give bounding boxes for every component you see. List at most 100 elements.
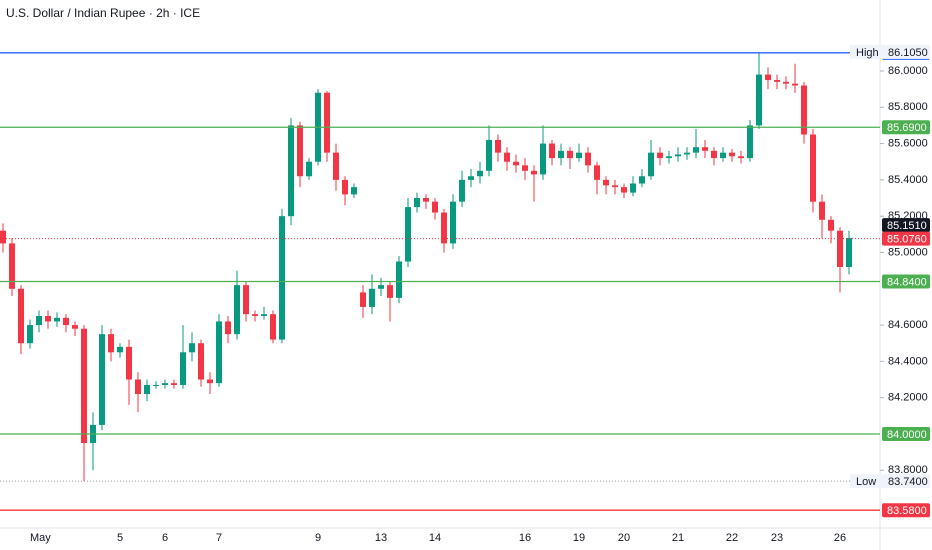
candle-body <box>45 316 51 322</box>
candle-body <box>171 383 177 385</box>
price-tag-label: 84.0000 <box>887 429 927 441</box>
candle-body <box>639 176 645 184</box>
x-tick-label: 7 <box>216 532 222 544</box>
y-tick-label: 84.6000 <box>888 319 928 331</box>
candle-body <box>702 147 708 151</box>
y-tick-label: 85.0000 <box>888 246 928 258</box>
candle-body <box>18 288 24 344</box>
candle-body <box>378 285 384 289</box>
y-tick-label: 85.8000 <box>888 101 928 113</box>
candle-body <box>252 314 258 317</box>
x-tick-label: 6 <box>162 532 168 544</box>
y-tick-label: 85.4000 <box>888 174 928 186</box>
candle-body <box>531 170 537 175</box>
candle-body <box>810 134 816 202</box>
candle-body <box>198 343 204 380</box>
candle-body <box>549 143 555 159</box>
candle-body <box>621 187 627 193</box>
marker-value: 86.1050 <box>888 47 928 59</box>
x-tick-label: 19 <box>573 532 585 544</box>
candle-body <box>36 316 42 326</box>
candle-body <box>369 288 375 307</box>
candle-body <box>783 81 789 84</box>
candle-body <box>63 317 69 326</box>
y-tick-label: 84.4000 <box>888 355 928 367</box>
x-tick-label: 20 <box>618 532 630 544</box>
marker-value: 83.7400 <box>888 476 928 488</box>
chart-title: U.S. Dollar / Indian Rupee · 2h · ICE <box>6 6 200 20</box>
candle-body <box>504 152 510 162</box>
candle-body <box>567 150 573 159</box>
candle-body <box>342 179 348 195</box>
candle-body <box>81 328 87 444</box>
x-tick-label: 22 <box>726 532 738 544</box>
candle-body <box>612 185 618 188</box>
price-tag-label: 85.1510 <box>887 220 927 232</box>
candle-body <box>396 261 402 298</box>
candle-body <box>306 161 312 177</box>
y-tick-label: 85.6000 <box>888 137 928 149</box>
x-tick-label: 14 <box>429 532 441 544</box>
candle-body <box>414 198 420 208</box>
marker-tag <box>850 474 930 489</box>
y-tick-label: 83.8000 <box>888 464 928 476</box>
candle-body <box>225 321 231 335</box>
candle-body <box>459 179 465 202</box>
candle-body <box>585 152 591 166</box>
candle-body <box>603 179 609 186</box>
price-tag <box>882 426 930 441</box>
candle-body <box>387 285 393 298</box>
x-tick-label: 23 <box>771 532 783 544</box>
marker-tag <box>850 44 930 59</box>
candle-body <box>693 147 699 153</box>
candle-body <box>729 152 735 157</box>
candle-body <box>270 314 276 340</box>
candle-body <box>207 379 213 384</box>
candle-body <box>135 379 141 395</box>
candle-body <box>720 152 726 159</box>
candle-body <box>153 384 159 386</box>
price-tag-label: 85.0760 <box>887 234 927 246</box>
candle-body <box>630 183 636 193</box>
candle-body <box>684 152 690 155</box>
candle-body <box>576 152 582 159</box>
candle-body <box>351 187 357 195</box>
candle-body <box>648 152 654 177</box>
candle-body <box>738 156 744 159</box>
price-tag-label: 85.6900 <box>887 122 927 134</box>
x-tick-label: May <box>30 532 51 544</box>
candle-body <box>666 156 672 159</box>
candle-body <box>360 292 366 307</box>
candle-body <box>846 237 852 267</box>
candle-body <box>513 161 519 166</box>
candle-body <box>819 201 825 220</box>
y-tick-label: 86.0000 <box>888 65 928 77</box>
price-tag-label: 84.8400 <box>887 276 927 288</box>
candle-body <box>99 334 105 425</box>
candle-body <box>450 201 456 244</box>
candle-body <box>54 317 60 322</box>
candle-body <box>27 325 33 344</box>
price-tag <box>882 218 930 233</box>
candle-body <box>324 92 330 153</box>
candle-body <box>756 74 762 126</box>
candle-body <box>261 314 267 317</box>
x-tick-label: 5 <box>117 532 123 544</box>
candle-body <box>405 207 411 262</box>
price-tag <box>882 274 930 289</box>
candle-body <box>441 212 447 244</box>
candle-body <box>468 176 474 180</box>
candle-body <box>747 125 753 159</box>
candle-body <box>117 346 123 353</box>
candle-body <box>495 139 501 153</box>
candle-body <box>558 150 564 159</box>
candle-body <box>522 165 528 171</box>
candle-body <box>801 85 807 135</box>
candle-body <box>594 165 600 180</box>
x-tick-label: 9 <box>315 532 321 544</box>
price-tag <box>882 231 930 246</box>
candle-body <box>126 346 132 380</box>
candle-body <box>432 201 438 213</box>
price-tag <box>882 503 930 518</box>
